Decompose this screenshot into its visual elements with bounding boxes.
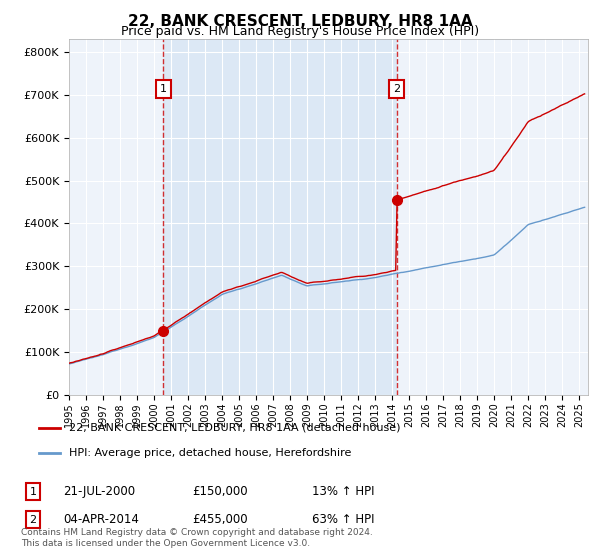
Text: Contains HM Land Registry data © Crown copyright and database right 2024.
This d: Contains HM Land Registry data © Crown c… <box>21 528 373 548</box>
Text: 63% ↑ HPI: 63% ↑ HPI <box>312 513 374 526</box>
Text: 22, BANK CRESCENT, LEDBURY, HR8 1AA: 22, BANK CRESCENT, LEDBURY, HR8 1AA <box>128 14 472 29</box>
Text: 2: 2 <box>393 84 400 94</box>
Text: 1: 1 <box>160 84 167 94</box>
Text: 13% ↑ HPI: 13% ↑ HPI <box>312 485 374 498</box>
Text: 21-JUL-2000: 21-JUL-2000 <box>63 485 135 498</box>
Text: 22, BANK CRESCENT, LEDBURY, HR8 1AA (detached house): 22, BANK CRESCENT, LEDBURY, HR8 1AA (det… <box>69 423 400 433</box>
Text: £455,000: £455,000 <box>192 513 248 526</box>
Text: 2: 2 <box>29 515 37 525</box>
Text: 04-APR-2014: 04-APR-2014 <box>63 513 139 526</box>
Text: £150,000: £150,000 <box>192 485 248 498</box>
Text: 1: 1 <box>29 487 37 497</box>
Bar <box>163 39 397 395</box>
Text: HPI: Average price, detached house, Herefordshire: HPI: Average price, detached house, Here… <box>69 447 351 458</box>
Text: Price paid vs. HM Land Registry's House Price Index (HPI): Price paid vs. HM Land Registry's House … <box>121 25 479 38</box>
